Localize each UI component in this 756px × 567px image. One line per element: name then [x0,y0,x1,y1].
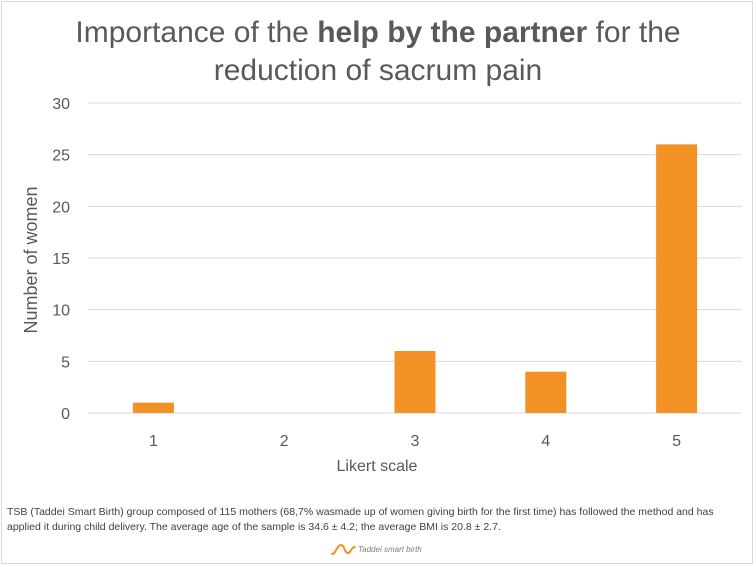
chart-title: Importance of the help by the partner fo… [40,14,716,90]
y-tick-label: 20 [52,199,70,216]
brand-logo: Taddei smart birth [331,539,422,559]
y-tick-label: 15 [52,251,70,268]
x-axis-label: Likert scale [337,458,418,475]
y-tick-label: 5 [61,354,70,371]
wave-logo-icon [331,543,356,555]
y-axis-label: Number of women [21,186,41,333]
bar-4 [525,371,567,413]
logo-text: Taddei smart birth [358,544,422,554]
bar-3 [394,351,436,413]
x-tick-label: 2 [280,433,289,450]
x-tick-label: 5 [672,433,681,450]
y-tick-label: 0 [61,406,70,423]
x-tick-label: 4 [541,433,550,450]
gridlines [88,102,742,414]
x-tick-label: 3 [411,433,420,450]
bars [132,144,698,414]
y-tick-label: 25 [52,148,70,165]
bar-1 [132,402,174,413]
y-tick-labels: 0 5 10 15 20 25 30 [52,96,70,423]
y-tick-label: 10 [52,303,70,320]
title-part-1: Importance of the [75,16,318,49]
footnote: TSB (Taddei Smart Birth) group composed … [7,506,714,533]
title-part-2: for the reduction of sacrum pain [213,16,681,87]
y-tick-label: 30 [52,96,70,113]
x-tick-labels: 1 2 3 4 5 [149,433,681,450]
bar-5 [656,144,698,414]
x-tick-label: 1 [149,433,158,450]
title-part-emphasis: help by the partner [317,16,588,49]
bar-chart: 0 5 10 15 20 25 30 1 2 3 4 5 Likert scale Number o… [21,96,742,475]
